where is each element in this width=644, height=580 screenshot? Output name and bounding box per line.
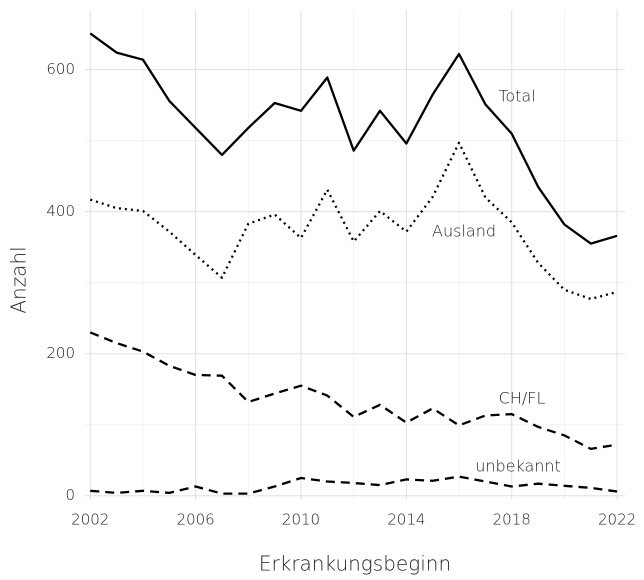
x-tick-label: 2010	[282, 511, 320, 529]
y-tick-label: 200	[46, 344, 75, 362]
y-tick-label: 600	[46, 60, 75, 78]
line	[89, 32, 618, 245]
x-axis-title: Erkrankungsbeginn	[259, 552, 451, 576]
x-tick-label: 2014	[387, 511, 425, 529]
y-tick-label: 0	[65, 486, 75, 504]
x-tick-label: 2002	[71, 511, 109, 529]
series-label: Ausland	[432, 222, 496, 241]
series-label: Total	[498, 87, 535, 106]
x-tick-label: 2006	[177, 511, 215, 529]
y-tick-label: 400	[46, 202, 75, 220]
line	[89, 331, 618, 451]
series-label: CH/FL	[499, 389, 546, 408]
x-tick-label: 2018	[493, 511, 531, 529]
x-tick-label: 2022	[598, 511, 636, 529]
series-label: unbekannt	[475, 457, 561, 476]
y-axis-title: Anzahl	[7, 246, 31, 313]
